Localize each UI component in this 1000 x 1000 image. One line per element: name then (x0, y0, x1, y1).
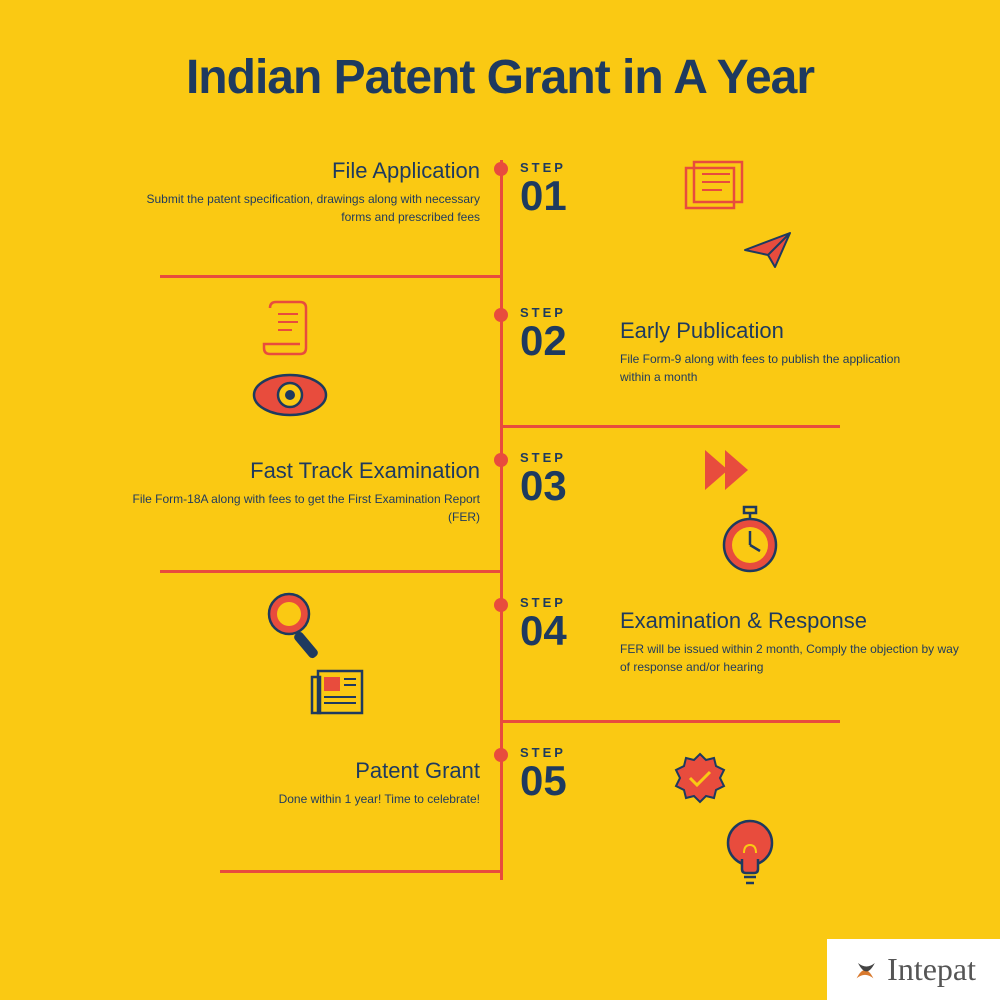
timeline-branch (220, 870, 503, 873)
step-marker-02: STEP 02 (520, 305, 567, 362)
stopwatch-icon (720, 505, 780, 580)
timeline-branch (160, 275, 503, 278)
step-title: Fast Track Examination (110, 458, 480, 484)
step-title: Patent Grant (200, 758, 480, 784)
step-content-02: Early Publication File Form-9 along with… (620, 318, 920, 386)
step-content-03: Fast Track Examination File Form-18A alo… (110, 458, 480, 526)
scroll-icon (260, 300, 310, 365)
step-desc: Done within 1 year! Time to celebrate! (200, 790, 480, 808)
timeline-branch (160, 570, 503, 573)
timeline-spine (500, 160, 503, 880)
step-number: 02 (520, 320, 567, 362)
step-marker-01: STEP 01 (520, 160, 567, 217)
page-title: Indian Patent Grant in A Year (0, 0, 1000, 105)
badge-icon (670, 750, 730, 815)
timeline-branch (500, 720, 840, 723)
eye-icon (250, 370, 330, 425)
step-content-04: Examination & Response FER will be issue… (620, 608, 960, 676)
step-marker-04: STEP 04 (520, 595, 567, 652)
timeline-node (494, 453, 508, 467)
step-desc: FER will be issued within 2 month, Compl… (620, 640, 960, 676)
paper-plane-icon (740, 225, 800, 280)
step-desc: Submit the patent specification, drawing… (130, 190, 480, 226)
step-number: 04 (520, 610, 567, 652)
step-content-01: File Application Submit the patent speci… (130, 158, 480, 226)
magnifier-icon (265, 590, 330, 670)
newspaper-icon (310, 665, 370, 725)
step-number: 01 (520, 175, 567, 217)
step-number: 03 (520, 465, 567, 507)
logo-text: Intepat (887, 951, 976, 988)
bulb-icon (720, 815, 780, 895)
step-number: 05 (520, 760, 567, 802)
step-marker-03: STEP 03 (520, 450, 567, 507)
timeline-node (494, 748, 508, 762)
timeline-node (494, 162, 508, 176)
timeline-node (494, 308, 508, 322)
step-title: File Application (130, 158, 480, 184)
logo-mark-icon (851, 956, 879, 984)
step-title: Early Publication (620, 318, 920, 344)
logo: Intepat (827, 939, 1000, 1000)
step-title: Examination & Response (620, 608, 960, 634)
folder-icon (680, 160, 750, 225)
forward-icon (700, 445, 760, 500)
step-marker-05: STEP 05 (520, 745, 567, 802)
timeline-branch (500, 425, 840, 428)
step-desc: File Form-9 along with fees to publish t… (620, 350, 920, 386)
step-desc: File Form-18A along with fees to get the… (110, 490, 480, 526)
step-content-05: Patent Grant Done within 1 year! Time to… (200, 758, 480, 808)
timeline-node (494, 598, 508, 612)
